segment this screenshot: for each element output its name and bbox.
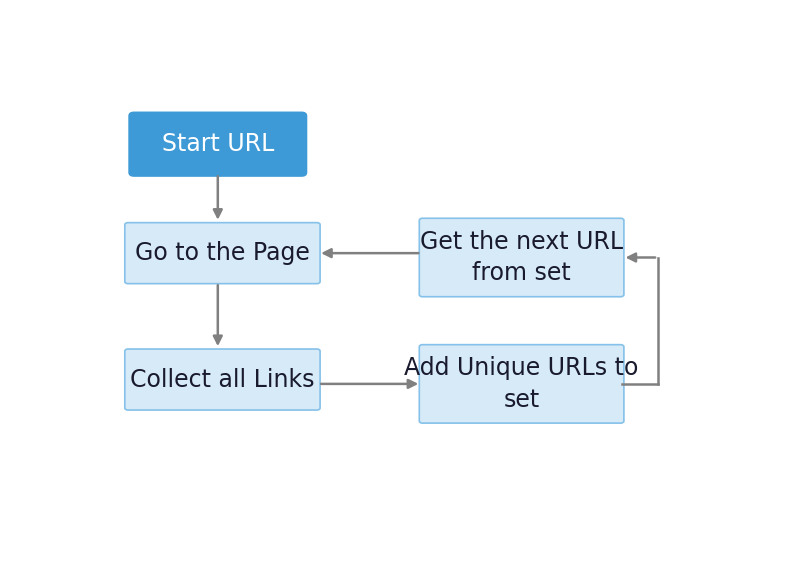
FancyBboxPatch shape — [129, 113, 306, 176]
Text: Get the next URL
from set: Get the next URL from set — [420, 230, 623, 285]
FancyBboxPatch shape — [419, 345, 624, 423]
Text: Add Unique URLs to
set: Add Unique URLs to set — [405, 356, 638, 411]
Text: Start URL: Start URL — [162, 132, 274, 156]
FancyBboxPatch shape — [125, 349, 320, 410]
Text: Collect all Links: Collect all Links — [130, 367, 314, 392]
FancyBboxPatch shape — [419, 218, 624, 297]
FancyBboxPatch shape — [125, 222, 320, 284]
Text: Go to the Page: Go to the Page — [135, 241, 310, 265]
